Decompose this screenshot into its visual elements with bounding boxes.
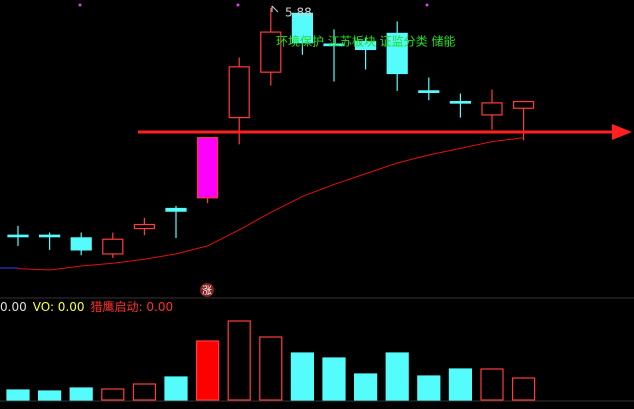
volume-bar xyxy=(385,352,409,401)
volume-bar xyxy=(417,375,441,401)
volume-panel xyxy=(6,320,536,401)
tags: 环境保护 江苏板块 证监分类 储能 xyxy=(276,34,455,49)
volume-bar xyxy=(196,340,220,401)
volume-bar xyxy=(101,388,125,401)
candle-body xyxy=(70,237,92,251)
high-label: 5.88 xyxy=(285,6,312,20)
volume-bar xyxy=(354,373,378,401)
candle-body xyxy=(449,100,471,104)
arrow-head xyxy=(612,124,632,140)
badge: 涨 xyxy=(202,285,212,297)
marker-dot xyxy=(236,3,240,7)
candle-body xyxy=(291,12,313,44)
volume-bar xyxy=(69,387,93,401)
candle-body xyxy=(38,234,61,238)
volume-bar xyxy=(227,320,251,401)
candle-body xyxy=(7,234,29,238)
marker-dot xyxy=(78,3,82,7)
candle-body xyxy=(481,102,503,116)
volume-bar xyxy=(164,376,188,401)
indicator-line: 0.00 VO: 0.00 猎鹰启动: 0.00 xyxy=(0,299,173,314)
volume-bar xyxy=(290,352,314,401)
volume-bar xyxy=(322,357,346,401)
candle-body xyxy=(418,90,440,93)
indicator: 猎鹰启动: 0.00 xyxy=(91,299,174,314)
indicator: VO: 0.00 xyxy=(33,300,85,314)
indicator: 0.00 xyxy=(0,300,27,314)
candle-body xyxy=(133,223,155,230)
candle-body xyxy=(512,100,535,109)
candle-body xyxy=(197,137,219,199)
candle-body xyxy=(386,32,408,75)
volume-bar xyxy=(6,389,30,401)
badge-bg xyxy=(200,283,214,297)
volume-bar xyxy=(259,336,283,401)
candle-body xyxy=(228,66,250,119)
volume-bar xyxy=(511,377,536,401)
high-pointer xyxy=(271,5,279,13)
candle-body xyxy=(102,238,124,255)
volume-bar xyxy=(132,383,156,401)
candle-body xyxy=(260,31,282,73)
candle-body xyxy=(355,40,377,51)
marker-dot xyxy=(425,3,429,7)
volume-bar xyxy=(37,390,62,401)
price-panel xyxy=(7,8,535,271)
candle-body xyxy=(323,43,345,47)
volume-bar xyxy=(480,368,504,401)
volume-bar xyxy=(448,368,472,401)
candle-body xyxy=(165,207,187,212)
ma-line xyxy=(17,137,524,271)
